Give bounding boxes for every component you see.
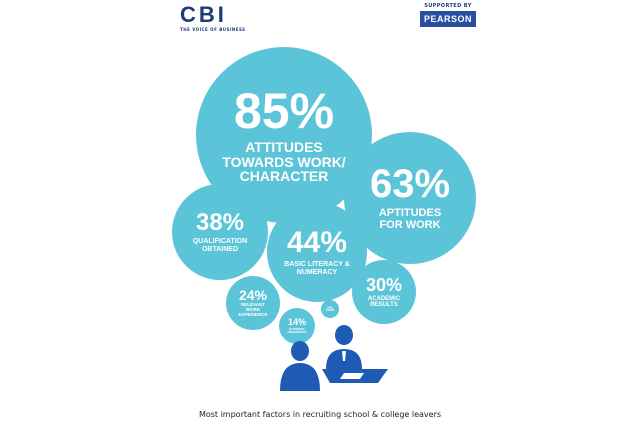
bubble-qualification: 38% QUALIFICATION OBTAINED — [172, 184, 268, 280]
interviewer-head-icon — [335, 325, 353, 345]
bubble-label: BUSINESS AWARENESS — [287, 326, 307, 334]
bubble-label: ACADEMIC RESULTS — [367, 295, 401, 308]
bubble-label: APTITUDES FOR WORK — [378, 207, 442, 231]
bubble-percent: 38% — [195, 209, 245, 237]
cbi-logo: CBI THE VOICE OF BUSINESS — [180, 2, 250, 33]
pearson-name: PEARSON — [420, 11, 476, 27]
bubble-percent: 44% — [286, 226, 348, 260]
bubble-business-awareness: 14% BUSINESS AWARENESS — [279, 308, 315, 344]
bubble-percent: 30% — [365, 274, 403, 295]
bubble-percent: 2% — [327, 304, 333, 310]
supported-by-label: SUPPORTED BY — [424, 3, 472, 9]
bubble-literacy: 44% BASIC LITERACY & NUMERACY — [267, 202, 367, 302]
bubble-label: QUALIFICATION OBTAINED — [192, 238, 248, 253]
bubble-other: 2% OTHER — [321, 300, 339, 318]
bubble-academic: 30% ACADEMIC RESULTS — [352, 260, 416, 324]
bubble-percent: 63% — [369, 162, 451, 207]
paper-icon — [340, 373, 364, 379]
pearson-logo: SUPPORTED BY PEARSON — [420, 3, 476, 27]
tie-icon — [342, 351, 346, 361]
bubble-percent: 85% — [233, 82, 335, 139]
cbi-tagline: THE VOICE OF BUSINESS — [180, 27, 246, 32]
cbi-logo-text: CBI — [180, 2, 227, 27]
bubble-label: RELEVANT WORK EXPERIENCE — [238, 302, 268, 317]
bubble-percent: 24% — [238, 287, 268, 304]
interview-illustration — [280, 325, 388, 391]
candidate-body-icon — [280, 363, 320, 391]
candidate-head-icon — [291, 341, 309, 361]
bubble-label: ATTITUDES TOWARDS WORK/ CHARACTER — [222, 138, 346, 185]
bubble-label: BASIC LITERACY & NUMERACY — [284, 261, 350, 276]
bubble-label: OTHER — [325, 308, 335, 312]
bubble-work-experience: 24% RELEVANT WORK EXPERIENCE — [226, 276, 280, 330]
chart-caption: Most important factors in recruiting sch… — [198, 410, 442, 419]
bubble-percent: 14% — [287, 316, 306, 327]
